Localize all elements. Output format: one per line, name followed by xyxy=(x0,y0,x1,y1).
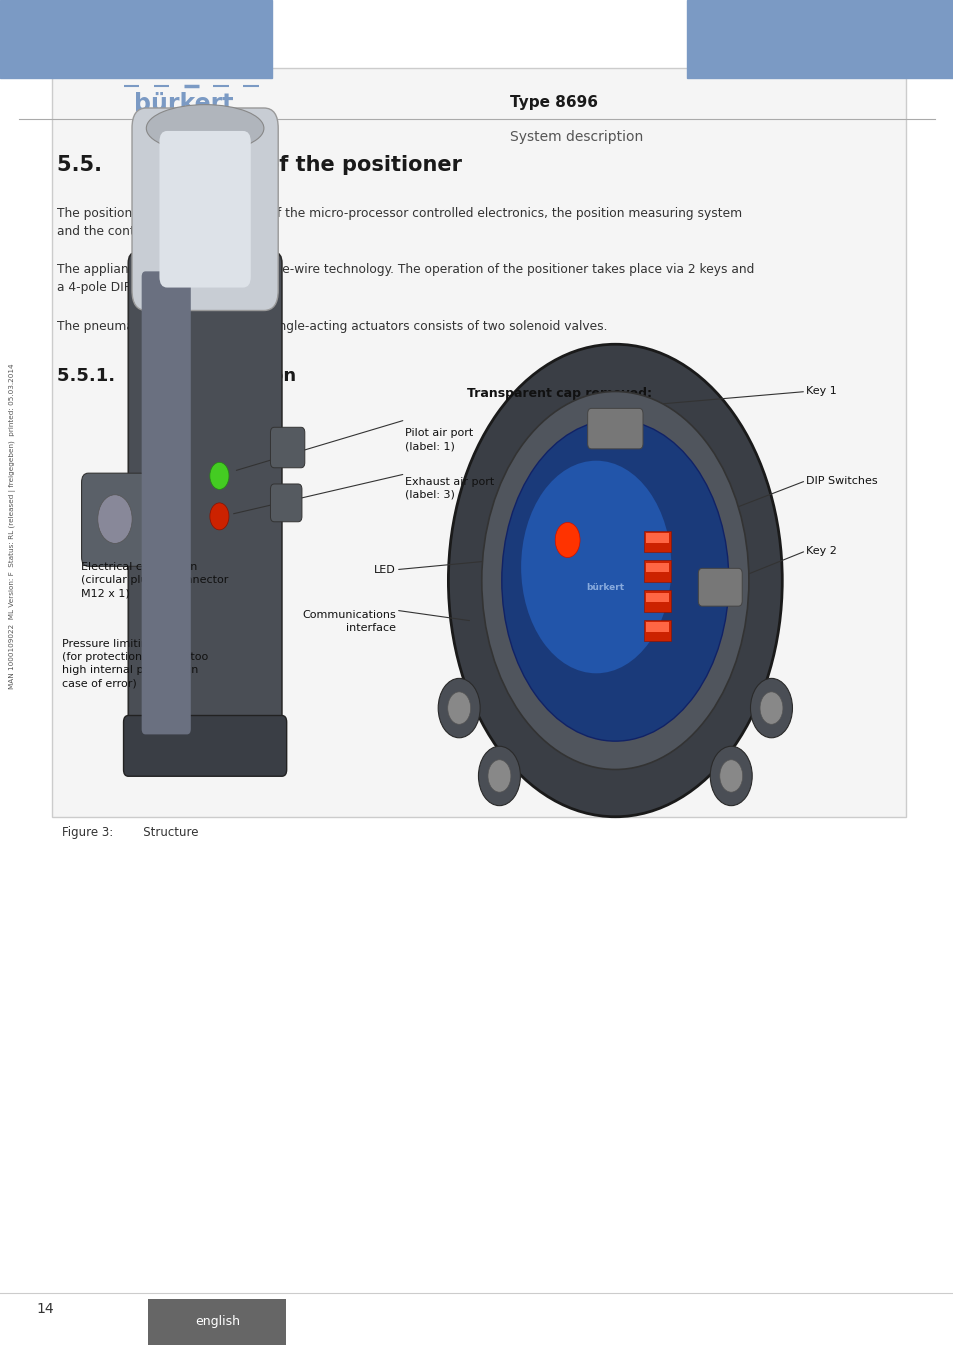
Text: Pilot air port
(label: 1): Pilot air port (label: 1) xyxy=(405,428,474,451)
Circle shape xyxy=(437,679,479,738)
Circle shape xyxy=(210,462,229,490)
FancyBboxPatch shape xyxy=(148,1299,286,1345)
FancyBboxPatch shape xyxy=(81,474,147,567)
Circle shape xyxy=(501,420,728,741)
Text: 5.5.1.    Representation: 5.5.1. Representation xyxy=(57,367,296,385)
Bar xyxy=(643,590,670,612)
Text: bürkert: bürkert xyxy=(134,92,233,116)
Text: Transparent cap removed:: Transparent cap removed: xyxy=(467,387,652,401)
Circle shape xyxy=(478,747,520,806)
Text: Pressure limiting valve
(for protection against too
high internal pressure in
ca: Pressure limiting valve (for protection … xyxy=(62,639,208,688)
FancyBboxPatch shape xyxy=(587,408,642,448)
Text: 14: 14 xyxy=(36,1303,53,1316)
FancyBboxPatch shape xyxy=(698,568,741,606)
Circle shape xyxy=(520,460,671,674)
Circle shape xyxy=(210,504,229,531)
Bar xyxy=(643,620,670,641)
Text: Figure 3:        Structure: Figure 3: Structure xyxy=(62,826,198,840)
Text: FLUID CONTROL SYSTEMS: FLUID CONTROL SYSTEMS xyxy=(139,130,229,135)
Text: The pneumatic control system for single-acting actuators consists of two solenoi: The pneumatic control system for single-… xyxy=(57,320,607,333)
FancyBboxPatch shape xyxy=(52,68,905,817)
Text: Exhaust air port
(label: 3): Exhaust air port (label: 3) xyxy=(405,477,495,500)
FancyBboxPatch shape xyxy=(128,252,281,753)
Circle shape xyxy=(488,760,511,792)
Text: Electrical connection
(circular plug-in connector
M12 x 1): Electrical connection (circular plug-in … xyxy=(81,562,228,598)
Text: bürkert: bürkert xyxy=(586,583,624,591)
Bar xyxy=(0,0,272,78)
Bar xyxy=(686,0,953,78)
FancyBboxPatch shape xyxy=(124,716,286,776)
Circle shape xyxy=(447,693,470,725)
Text: The appliance is designed using three-wire technology. The operation of the posi: The appliance is designed using three-wi… xyxy=(57,263,754,294)
FancyBboxPatch shape xyxy=(142,271,191,734)
Circle shape xyxy=(760,693,782,725)
Text: DIP Switches: DIP Switches xyxy=(805,475,877,486)
Circle shape xyxy=(709,747,751,806)
Circle shape xyxy=(448,344,781,817)
Bar xyxy=(645,593,668,602)
Text: Communications
interface: Communications interface xyxy=(302,610,395,633)
Circle shape xyxy=(750,679,792,738)
Text: english: english xyxy=(194,1315,240,1328)
Bar xyxy=(645,563,668,572)
Text: LED: LED xyxy=(374,564,395,575)
Ellipse shape xyxy=(146,105,264,153)
Text: Type 8696: Type 8696 xyxy=(510,95,598,109)
Circle shape xyxy=(719,760,741,792)
FancyBboxPatch shape xyxy=(271,485,301,522)
Text: The positioner Type 8696 consists of the micro-processor controlled electronics,: The positioner Type 8696 consists of the… xyxy=(57,207,741,238)
Text: System description: System description xyxy=(510,130,643,143)
Bar xyxy=(643,560,670,582)
Circle shape xyxy=(97,495,132,544)
FancyBboxPatch shape xyxy=(132,108,278,310)
Bar xyxy=(645,622,668,632)
Bar xyxy=(643,531,670,552)
Text: Key 1: Key 1 xyxy=(805,386,836,397)
Bar xyxy=(645,533,668,543)
Circle shape xyxy=(481,392,748,770)
FancyBboxPatch shape xyxy=(159,131,251,288)
Text: Key 2: Key 2 xyxy=(805,545,836,556)
Text: MAN 1000109022  ML Version: F  Status: RL (released | freigegeben)  printed: 05.: MAN 1000109022 ML Version: F Status: RL … xyxy=(9,363,16,690)
Circle shape xyxy=(555,522,579,558)
Text: 5.5.      Structure of the positioner: 5.5. Structure of the positioner xyxy=(57,155,462,176)
FancyBboxPatch shape xyxy=(271,427,305,468)
